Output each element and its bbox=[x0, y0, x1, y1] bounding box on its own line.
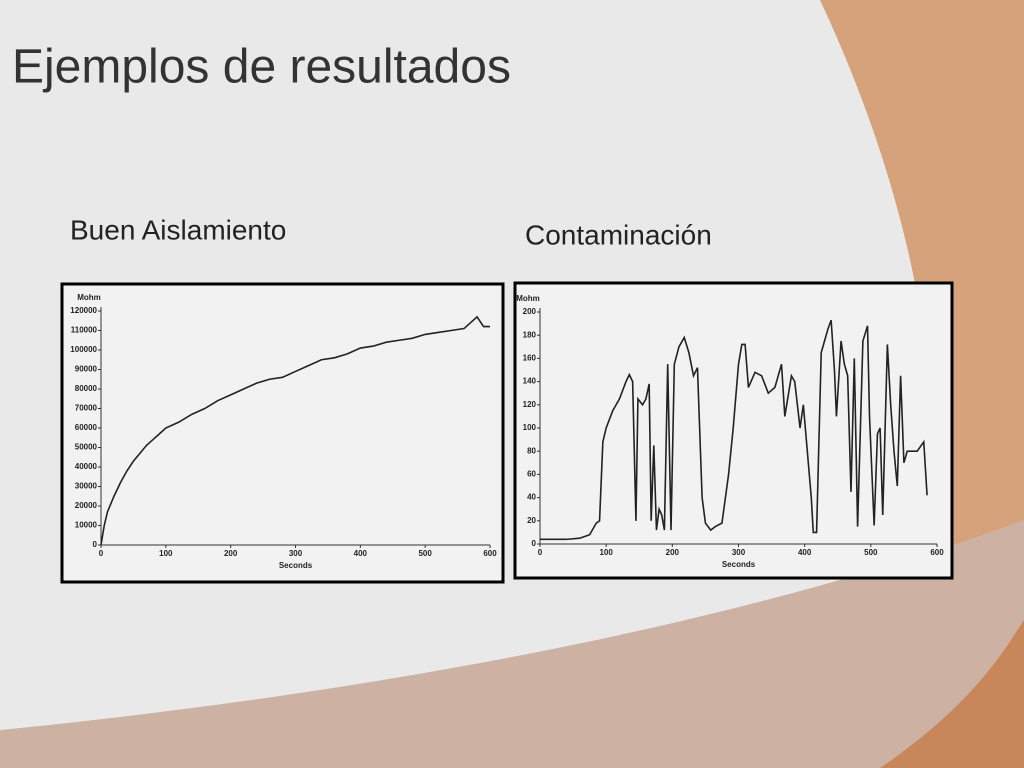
y-tick-label: 100 bbox=[523, 423, 537, 432]
x-tick-label: 0 bbox=[538, 548, 543, 557]
x-tick-label: 400 bbox=[798, 548, 812, 557]
x-tick-label: 200 bbox=[224, 549, 238, 558]
y-tick-label: 80 bbox=[527, 446, 536, 455]
y-tick-label: 20000 bbox=[75, 501, 98, 510]
y-tick-label: 70000 bbox=[75, 404, 98, 413]
y-tick-label: 0 bbox=[93, 540, 98, 549]
x-tick-label: 200 bbox=[666, 548, 680, 557]
x-tick-label: 600 bbox=[930, 548, 944, 557]
y-tick-label: 120 bbox=[523, 400, 537, 409]
chart-caption: Contaminación bbox=[525, 219, 712, 250]
y-tick-label: 200 bbox=[523, 307, 537, 316]
x-tick-label: 0 bbox=[99, 549, 104, 558]
slide-title: Ejemplos de resultados bbox=[12, 41, 511, 94]
y-tick-label: 180 bbox=[523, 330, 537, 339]
y-axis-label: Mohm bbox=[516, 294, 540, 303]
y-tick-label: 50000 bbox=[75, 443, 98, 452]
y-tick-label: 90000 bbox=[75, 365, 98, 374]
chart-caption: Buen Aislamiento bbox=[70, 214, 286, 245]
y-tick-label: 110000 bbox=[71, 326, 98, 335]
decor-corner bbox=[880, 620, 1024, 768]
y-tick-label: 30000 bbox=[75, 482, 98, 491]
y-axis-label: Mohm bbox=[77, 293, 101, 302]
y-tick-label: 10000 bbox=[75, 521, 98, 530]
decor-swoosh bbox=[0, 520, 1024, 768]
data-line bbox=[540, 319, 928, 541]
y-tick-label: 140 bbox=[523, 377, 537, 386]
x-tick-label: 500 bbox=[418, 549, 432, 558]
x-tick-label: 100 bbox=[599, 548, 613, 557]
x-tick-label: 300 bbox=[732, 548, 746, 557]
y-tick-label: 20 bbox=[527, 516, 536, 525]
y-tick-label: 100000 bbox=[70, 345, 97, 354]
y-tick-label: 120000 bbox=[70, 306, 97, 315]
x-axis-label: Seconds bbox=[279, 561, 313, 570]
y-tick-label: 160 bbox=[523, 354, 537, 363]
y-tick-label: 60 bbox=[527, 470, 536, 479]
y-tick-label: 40000 bbox=[75, 462, 98, 471]
data-line bbox=[100, 315, 490, 546]
x-tick-label: 600 bbox=[483, 549, 497, 558]
y-tick-label: 80000 bbox=[75, 384, 98, 393]
x-tick-label: 100 bbox=[159, 549, 173, 558]
chart-frame bbox=[60, 282, 505, 584]
x-tick-label: 400 bbox=[354, 549, 368, 558]
y-tick-label: 60000 bbox=[75, 423, 98, 432]
x-tick-label: 500 bbox=[864, 548, 878, 557]
x-tick-label: 300 bbox=[289, 549, 303, 558]
y-tick-label: 40 bbox=[527, 493, 536, 502]
y-tick-label: 0 bbox=[532, 539, 537, 548]
x-axis-label: Seconds bbox=[722, 560, 756, 569]
